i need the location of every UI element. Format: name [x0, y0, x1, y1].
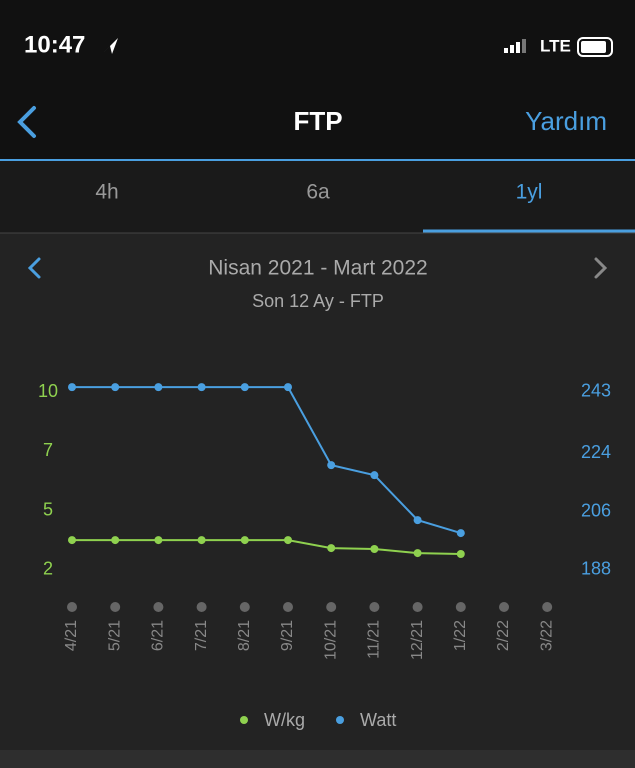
category-dot: [326, 602, 337, 612]
y-tick-label: 2: [43, 559, 53, 579]
location-icon: [104, 38, 118, 54]
category-dot: [196, 602, 207, 612]
data-point: [327, 461, 336, 470]
data-point: [111, 536, 120, 545]
x-tick-label: 1/22: [452, 620, 469, 651]
data-point: [370, 544, 379, 553]
period-title: Nisan 2021 - Mart 2022: [208, 257, 427, 280]
data-point: [284, 383, 292, 392]
legend-label: Watt: [360, 710, 396, 730]
data-point: [240, 536, 249, 545]
x-tick-label: 6/21: [150, 620, 167, 651]
status-time: 10:47: [24, 31, 85, 58]
data-point: [413, 549, 422, 558]
x-tick-label: 4/21: [63, 620, 80, 651]
signal-icon: [504, 39, 526, 53]
category-dot: [283, 602, 293, 612]
next-period[interactable]: [594, 257, 608, 279]
data-point: [327, 544, 336, 553]
data-point: [370, 471, 379, 480]
x-tick-label: 11/21: [366, 620, 383, 659]
tab[interactable]: 4h: [95, 181, 118, 204]
tabs-bg: [0, 161, 635, 233]
category-dot: [412, 602, 423, 612]
category-dot: [67, 602, 77, 612]
series-line: [72, 386, 462, 535]
category-dot: [455, 602, 466, 612]
x-tick-label: 10/21: [322, 620, 339, 660]
bottom-strip: [0, 750, 635, 768]
data-point: [240, 383, 249, 392]
series-line: [72, 539, 461, 556]
category-dot: [499, 602, 509, 612]
battery-icon: [577, 37, 613, 57]
help-button[interactable]: Yardım: [525, 106, 607, 136]
nav-title: FTP: [293, 106, 342, 136]
data-point: [197, 536, 206, 545]
header-bg: [0, 0, 635, 160]
category-dot: [239, 602, 250, 612]
data-point: [413, 516, 422, 525]
data-point: [154, 383, 163, 392]
data-point: [284, 536, 292, 545]
x-tick-label: 8/21: [236, 620, 253, 651]
x-tick-label: 5/21: [106, 620, 123, 651]
legend-label: W/kg: [264, 710, 305, 730]
y-tick-label: 7: [43, 440, 53, 460]
period-subtitle: Son 12 Ay - FTP: [252, 291, 384, 311]
prev-period[interactable]: [27, 257, 41, 279]
y2-tick-label: 188: [581, 559, 611, 579]
data-point: [68, 383, 76, 392]
x-tick-label: 3/22: [538, 620, 555, 651]
x-tick-label: 9/21: [279, 620, 296, 651]
x-tick-label: 12/21: [409, 620, 426, 660]
back-button[interactable]: [17, 106, 36, 138]
category-dot: [542, 602, 553, 612]
data-point: [456, 550, 465, 559]
legend-swatch: [240, 716, 248, 724]
data-point: [197, 383, 206, 392]
network-label: LTE: [540, 36, 571, 55]
y2-tick-label: 224: [581, 442, 611, 462]
data-point: [456, 529, 465, 538]
y2-tick-label: 243: [581, 381, 611, 401]
x-tick-label: 7/21: [193, 620, 210, 651]
legend-swatch: [336, 716, 344, 724]
tab-selected[interactable]: 1yl: [516, 181, 543, 204]
tab[interactable]: 6a: [306, 181, 330, 204]
category-dot: [369, 602, 380, 612]
battery-level: [581, 41, 606, 53]
data-point: [111, 383, 120, 392]
y-tick-label: 10: [38, 381, 58, 401]
data-point: [68, 536, 76, 545]
chart: 2 5 7 10 188 206 224 243 4/21 5/21 6/21 7/21 8/21 9/2…: [38, 381, 611, 730]
y2-tick-label: 206: [581, 500, 611, 520]
category-dot: [110, 602, 121, 612]
x-tick-label: 2/22: [495, 620, 512, 651]
data-point: [154, 536, 163, 545]
y-tick-label: 5: [43, 499, 53, 519]
category-dot: [153, 602, 164, 612]
